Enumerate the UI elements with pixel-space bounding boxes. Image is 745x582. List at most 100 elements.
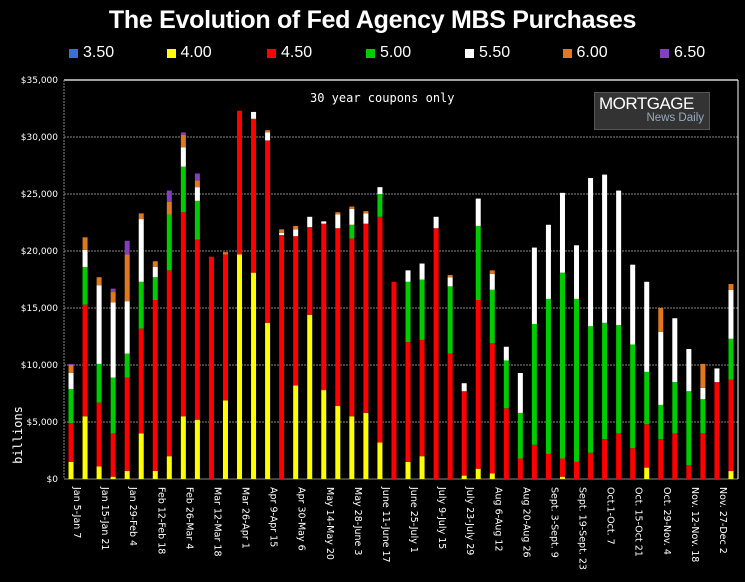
bar-segment <box>96 277 102 286</box>
bar-segment <box>349 416 355 479</box>
x-tick-label: July 9-July 15 <box>436 486 447 549</box>
bar-segment <box>180 416 186 479</box>
bar-segment <box>96 466 102 479</box>
bar-segment <box>335 212 341 215</box>
bar-segment <box>363 213 369 224</box>
bar-segment <box>433 216 439 229</box>
bar-segment <box>503 408 509 479</box>
legend-swatch <box>166 48 176 58</box>
bar-segment <box>700 433 706 479</box>
x-tick-label: Apr 9-Apr 15 <box>268 487 279 547</box>
bar-segment <box>602 174 608 323</box>
bar-segment <box>138 281 144 329</box>
y-tick-label: $0 <box>47 475 59 485</box>
bar-segment <box>475 225 481 301</box>
bar-segment <box>405 461 411 479</box>
bar-segment <box>180 147 186 167</box>
bar-segment <box>96 285 102 364</box>
legend-item: 6.00 <box>562 44 608 62</box>
bar-segment <box>279 235 285 479</box>
x-tick-label: July 23-July 29 <box>464 486 475 555</box>
bar-segment <box>503 346 509 361</box>
bar-segment <box>349 238 355 417</box>
bar-segment <box>672 433 678 479</box>
bar-segment <box>138 219 144 282</box>
bar-segment <box>321 390 327 479</box>
legend-swatch <box>562 48 572 58</box>
bar-segment <box>531 444 537 479</box>
bar-segment <box>166 456 172 479</box>
bar-segment <box>559 192 565 273</box>
bar-segment <box>475 300 481 469</box>
legend: 3.50 4.00 4.50 5.00 5.50 6.00 6.50 <box>0 44 745 68</box>
bar-segment <box>349 206 355 209</box>
bar-segment <box>363 211 369 214</box>
legend-item: 4.00 <box>166 44 212 62</box>
bar-segment <box>152 300 158 472</box>
bar-segment <box>447 274 453 278</box>
bar-segment <box>447 353 453 479</box>
bar-segment <box>475 198 481 226</box>
legend-item: 3.50 <box>69 44 114 62</box>
bar-segment <box>124 254 130 302</box>
x-tick-label: Mar 12-Mar 18 <box>211 487 222 557</box>
bar-segment <box>222 252 228 255</box>
bar-segment <box>265 132 271 141</box>
y-tick-label: $15,000 <box>21 304 58 314</box>
bar-segment <box>644 467 650 479</box>
bar-segment <box>138 328 144 434</box>
bar-segment <box>166 270 172 457</box>
x-tick-label: Nov. 27-Dec 2 <box>717 487 728 554</box>
bar-segment <box>405 342 411 462</box>
bar-segment <box>588 326 594 453</box>
bar-segment <box>166 214 172 271</box>
legend-label: 4.00 <box>180 44 212 61</box>
bar-segment <box>82 237 88 250</box>
legend-label: 3.50 <box>83 44 115 61</box>
legend-swatch <box>366 48 375 58</box>
bar-segment <box>714 382 720 479</box>
bar-segment <box>616 325 622 434</box>
bar-segment <box>630 344 636 449</box>
bar-segment <box>475 468 481 479</box>
y-axis-label: billions <box>11 406 25 464</box>
x-tick-label: May 14-May 20 <box>324 487 335 560</box>
bar-segment <box>335 406 341 479</box>
bar-segment <box>700 363 706 388</box>
bar-segment <box>363 412 369 479</box>
bar-segment <box>68 461 74 479</box>
bar-segment <box>419 456 425 479</box>
x-tick-label: Jan 29-Feb 4 <box>127 486 138 546</box>
bar-segment <box>630 448 636 479</box>
bar-segment <box>728 289 734 339</box>
bar-segment <box>166 190 172 202</box>
legend-item: 5.00 <box>366 44 411 62</box>
bar-segment <box>545 298 551 454</box>
bar-segment <box>307 314 313 479</box>
bar-segment <box>82 249 88 267</box>
bar-segment <box>489 270 495 274</box>
y-tick-label: $5,000 <box>27 418 59 428</box>
bar-segment <box>419 279 425 340</box>
bar-segment <box>194 239 200 420</box>
x-tick-label: Jan 5-Jan 7 <box>71 486 82 538</box>
y-tick-label: $25,000 <box>21 190 58 200</box>
bar-segment <box>616 190 622 326</box>
bar-segment <box>293 225 299 230</box>
bar-segment <box>728 338 734 380</box>
x-tick-label: Oct.1-Oct. 7 <box>605 487 616 545</box>
bar-segment <box>68 423 74 462</box>
bar-segment <box>672 382 678 434</box>
bar-segment <box>602 322 608 440</box>
bar-segment <box>124 377 130 472</box>
bar-segment <box>588 178 594 327</box>
bar-segment <box>489 289 495 344</box>
bar-segment <box>349 208 355 225</box>
bar-segment <box>686 465 692 479</box>
bar-segment <box>377 216 383 443</box>
bar-segment <box>489 343 495 474</box>
bar-segment <box>194 200 200 240</box>
bar-segment <box>110 377 116 434</box>
legend-swatch <box>267 48 276 58</box>
